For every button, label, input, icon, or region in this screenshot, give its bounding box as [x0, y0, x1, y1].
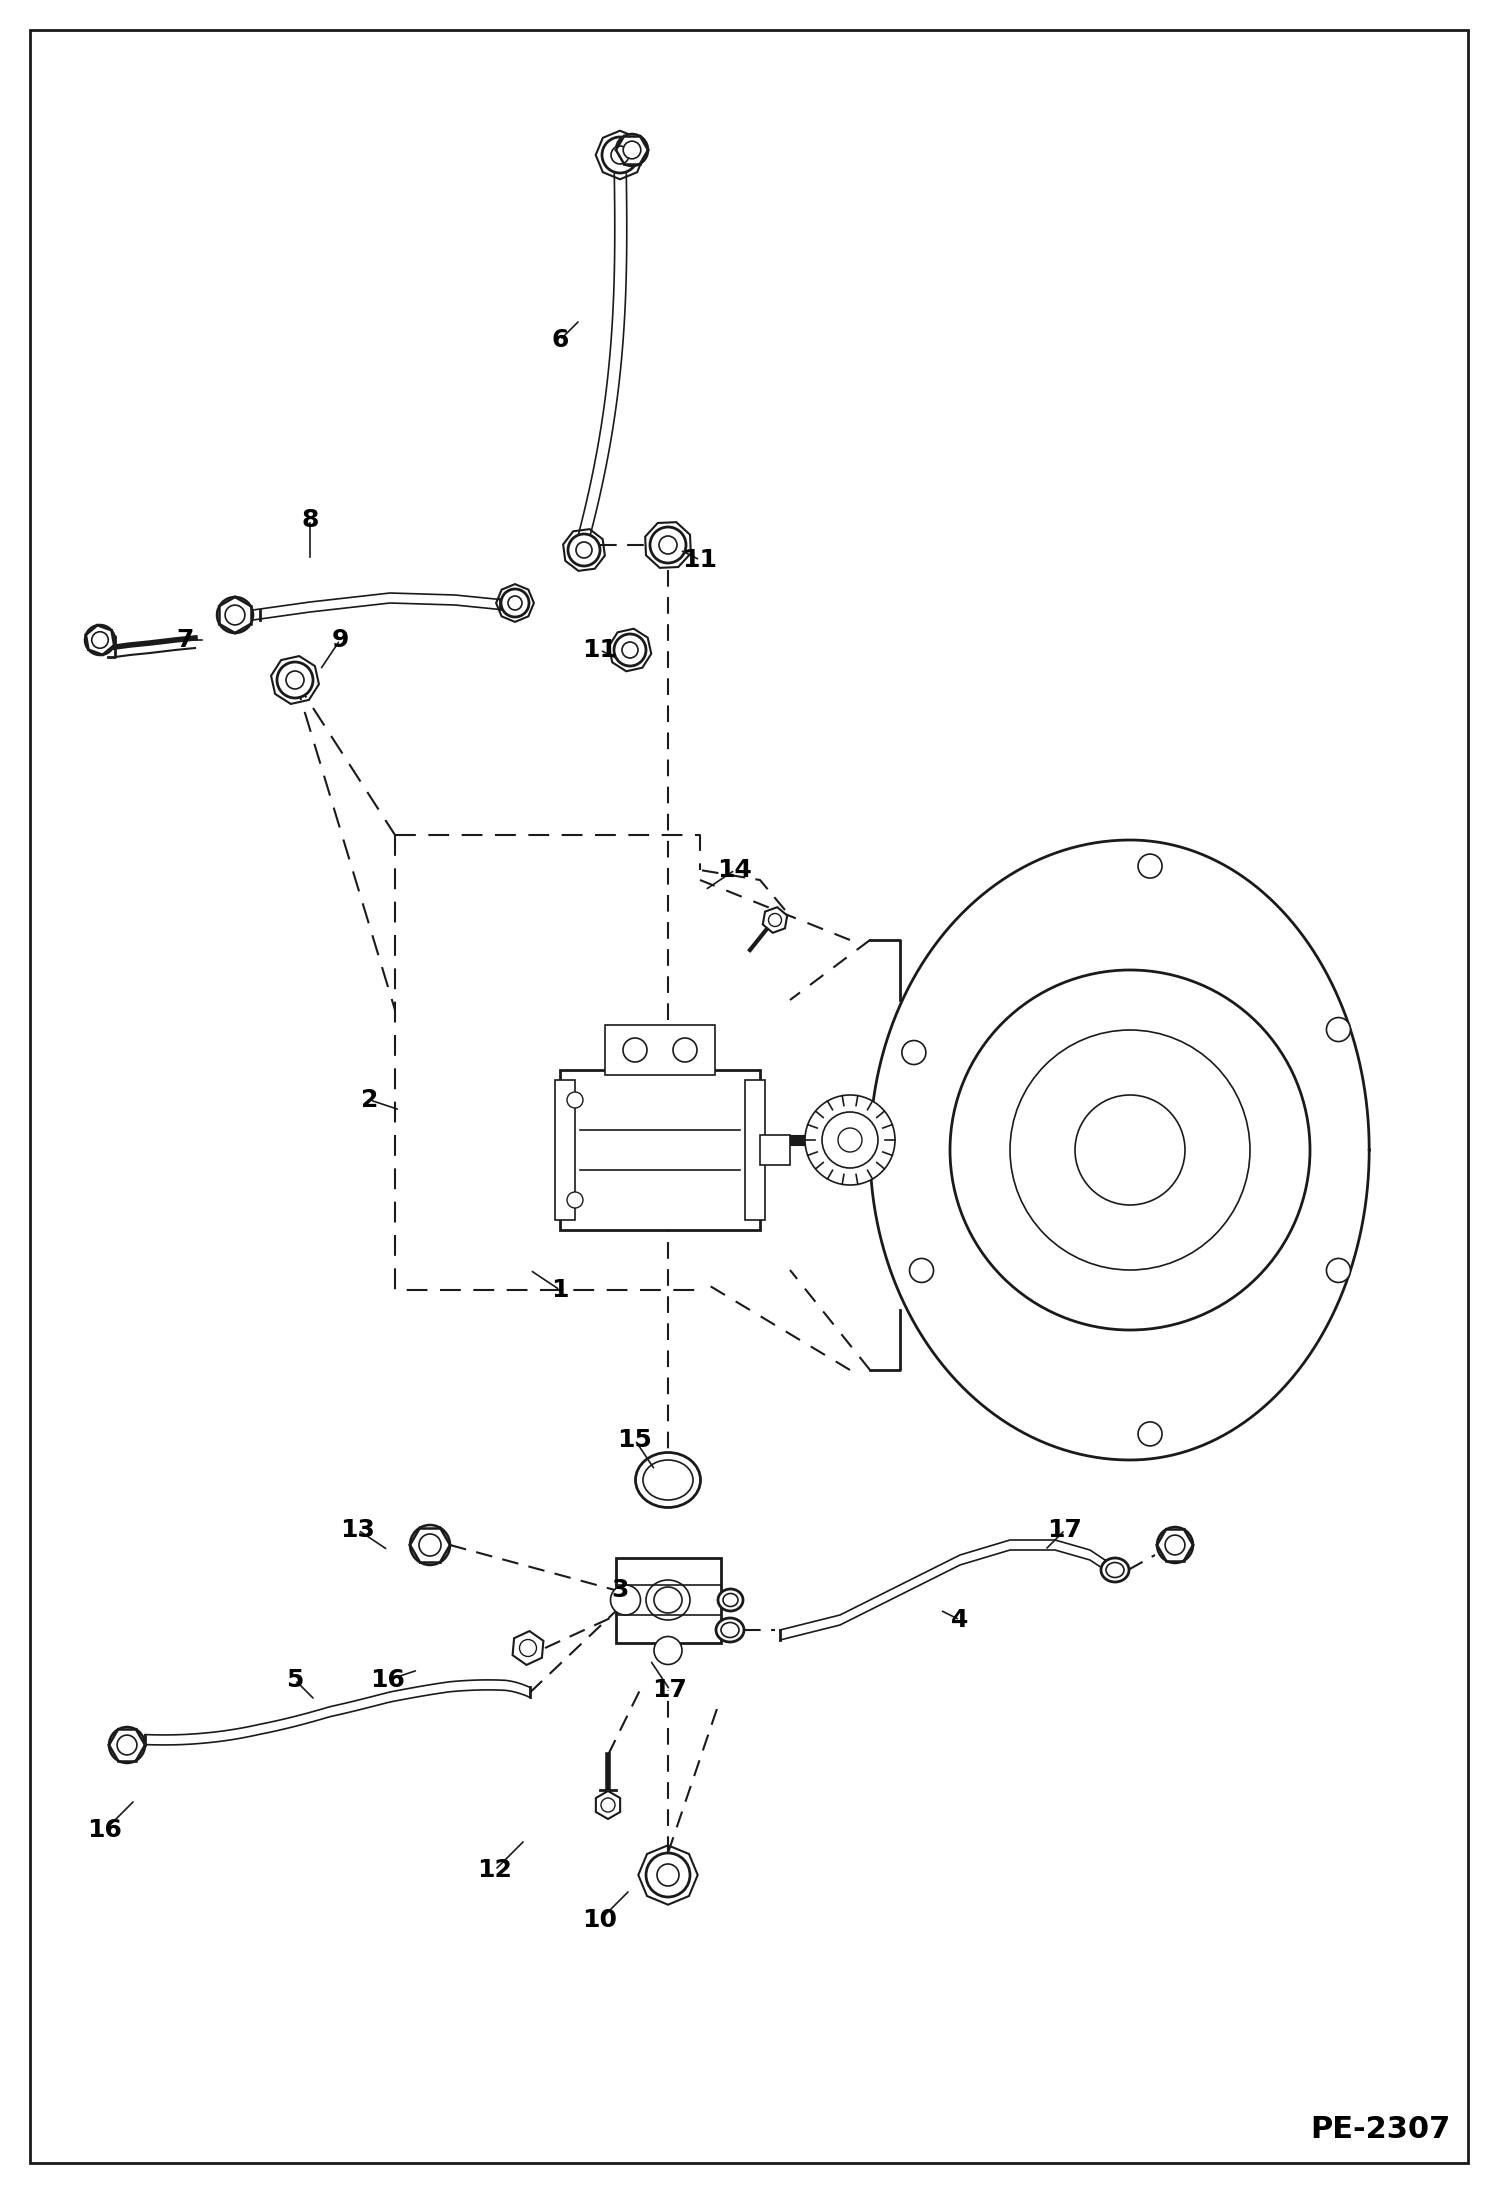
- Bar: [554, 1079, 575, 1219]
- Text: 17: 17: [1047, 1518, 1083, 1542]
- Circle shape: [623, 1037, 647, 1061]
- Text: 9: 9: [331, 627, 349, 651]
- Circle shape: [950, 969, 1309, 1329]
- Circle shape: [614, 634, 646, 667]
- Circle shape: [1156, 1526, 1192, 1564]
- Circle shape: [1326, 1259, 1351, 1283]
- Circle shape: [577, 542, 592, 557]
- Circle shape: [419, 1533, 440, 1557]
- Text: 10: 10: [583, 1908, 617, 1932]
- FancyBboxPatch shape: [616, 1557, 721, 1643]
- Circle shape: [658, 1864, 679, 1886]
- Text: 3: 3: [611, 1579, 629, 1603]
- Circle shape: [1138, 1421, 1162, 1445]
- Ellipse shape: [1101, 1557, 1129, 1581]
- Ellipse shape: [724, 1594, 739, 1607]
- Circle shape: [601, 1798, 616, 1811]
- Ellipse shape: [643, 1461, 694, 1500]
- Text: 7: 7: [177, 627, 193, 651]
- Circle shape: [659, 535, 677, 555]
- Text: 16: 16: [87, 1818, 123, 1842]
- Circle shape: [217, 596, 253, 634]
- Ellipse shape: [635, 1452, 701, 1507]
- Ellipse shape: [1106, 1561, 1124, 1577]
- Circle shape: [225, 605, 244, 625]
- Circle shape: [804, 1094, 894, 1184]
- Circle shape: [909, 1259, 933, 1283]
- Circle shape: [655, 1636, 682, 1664]
- Circle shape: [85, 625, 115, 656]
- Circle shape: [410, 1524, 449, 1566]
- FancyBboxPatch shape: [560, 1070, 759, 1230]
- FancyBboxPatch shape: [605, 1024, 715, 1075]
- Text: 15: 15: [617, 1428, 653, 1452]
- Circle shape: [508, 596, 521, 610]
- Circle shape: [837, 1127, 861, 1151]
- Text: 17: 17: [653, 1678, 688, 1702]
- Ellipse shape: [721, 1623, 739, 1638]
- Circle shape: [1076, 1094, 1185, 1204]
- Text: 11: 11: [583, 638, 617, 662]
- Circle shape: [568, 1092, 583, 1107]
- Bar: [759, 1136, 789, 1164]
- Circle shape: [611, 1586, 641, 1614]
- Circle shape: [277, 662, 313, 697]
- Text: 12: 12: [478, 1857, 512, 1882]
- Text: 11: 11: [683, 548, 718, 572]
- Circle shape: [602, 136, 638, 173]
- Circle shape: [109, 1728, 145, 1763]
- Text: 2: 2: [361, 1088, 379, 1112]
- Circle shape: [568, 535, 601, 566]
- Text: 4: 4: [951, 1607, 969, 1632]
- Circle shape: [286, 671, 304, 689]
- Ellipse shape: [655, 1588, 682, 1614]
- Text: 5: 5: [286, 1669, 304, 1693]
- Circle shape: [611, 147, 629, 164]
- Circle shape: [91, 632, 108, 649]
- Text: 1: 1: [551, 1279, 569, 1303]
- Circle shape: [1010, 1031, 1249, 1270]
- Text: 6: 6: [551, 329, 569, 353]
- Circle shape: [1326, 1018, 1351, 1042]
- Circle shape: [768, 914, 782, 925]
- Circle shape: [568, 1193, 583, 1208]
- Circle shape: [623, 140, 641, 158]
- Circle shape: [616, 134, 649, 167]
- Text: 14: 14: [718, 857, 752, 882]
- Circle shape: [117, 1735, 136, 1754]
- Text: 16: 16: [370, 1669, 406, 1693]
- Ellipse shape: [718, 1590, 743, 1612]
- Circle shape: [646, 1853, 691, 1897]
- Circle shape: [673, 1037, 697, 1061]
- Circle shape: [500, 590, 529, 616]
- Circle shape: [1165, 1535, 1185, 1555]
- Circle shape: [650, 526, 686, 564]
- Bar: [745, 1079, 765, 1219]
- Circle shape: [902, 1039, 926, 1064]
- Text: PE-2307: PE-2307: [1309, 2116, 1450, 2145]
- Circle shape: [1138, 853, 1162, 877]
- Ellipse shape: [646, 1579, 691, 1621]
- Circle shape: [822, 1112, 878, 1169]
- Text: 13: 13: [340, 1518, 376, 1542]
- Circle shape: [520, 1640, 536, 1656]
- Circle shape: [622, 643, 638, 658]
- Ellipse shape: [716, 1618, 745, 1643]
- Text: 8: 8: [301, 509, 319, 533]
